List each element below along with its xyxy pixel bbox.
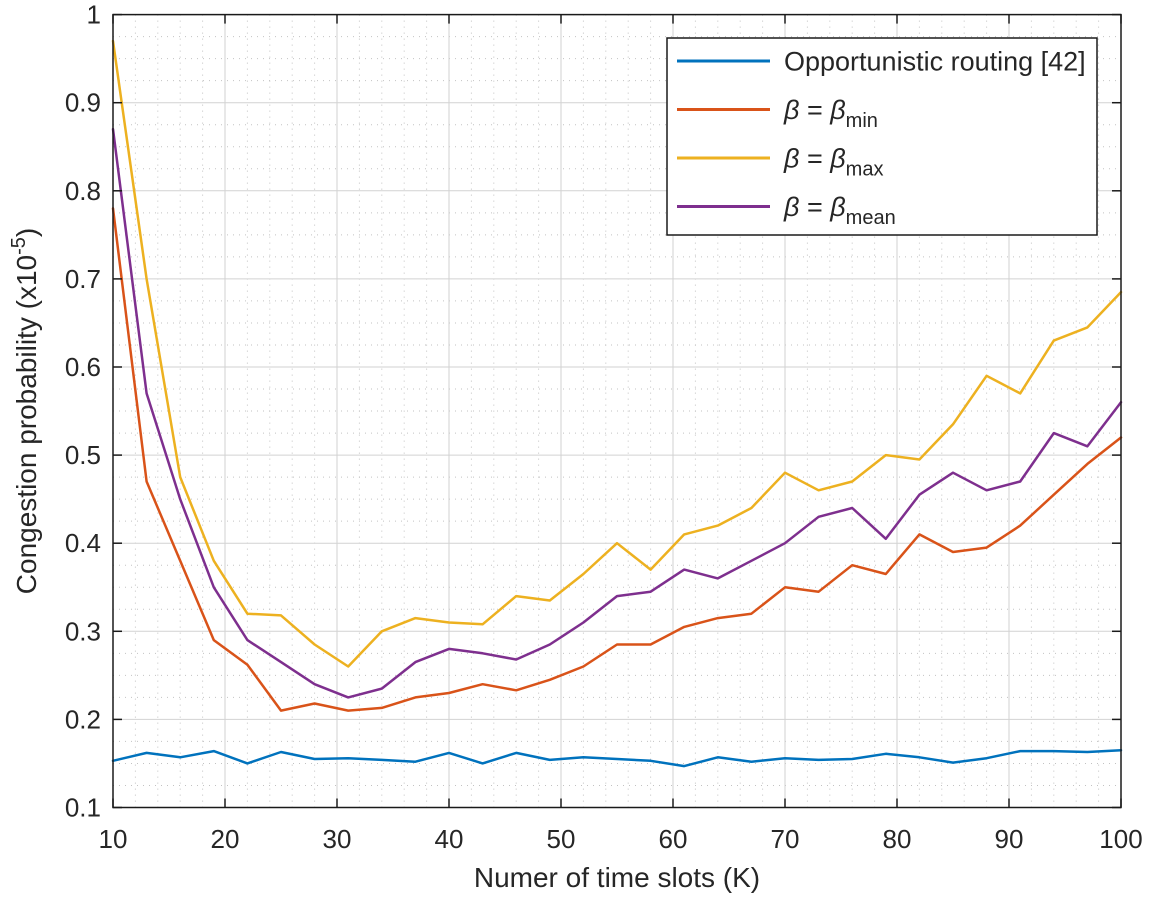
- x-tick-label: 30: [323, 824, 352, 854]
- legend-label-opportunistic-routing-42: Opportunistic routing [42]: [784, 47, 1086, 77]
- x-tick-label: 90: [995, 824, 1024, 854]
- y-tick-label: 0.1: [65, 793, 101, 823]
- series-line-min: [111, 207, 1123, 712]
- y-tick-label: 0.9: [65, 88, 101, 118]
- y-tick-label: 0.5: [65, 440, 101, 470]
- y-tick-label: 0.2: [65, 704, 101, 734]
- x-tick-label: 80: [883, 824, 912, 854]
- legend-label-max: β = βmax: [783, 144, 883, 181]
- x-tick-label: 10: [99, 824, 128, 854]
- y-axis-label-text: Congestion probability (x10-5): [8, 228, 42, 594]
- x-axis-label: Numer of time slots (K): [474, 862, 760, 893]
- y-tick-label: 0.7: [65, 264, 101, 294]
- x-tick-label: 20: [211, 824, 240, 854]
- plot-border: [112, 13, 1122, 809]
- y-tick-label: 0.8: [65, 176, 101, 206]
- x-tick-label: 100: [1099, 824, 1142, 854]
- series-line-max: [111, 39, 1123, 668]
- legend-label-mean: β = βmean: [783, 192, 896, 229]
- y-tick-label: 0.3: [65, 616, 101, 646]
- y-tick-label: 1: [87, 0, 101, 30]
- tick-labels: 10 20 30 40 50 60 70 80 90 100 0.1 0.2 0.3 0.4 0.5 0.6 0…: [65, 0, 1143, 854]
- y-tick-label: 0.4: [65, 528, 101, 558]
- x-tick-label: 50: [547, 824, 576, 854]
- series-line-opportunistic-routing-42: [111, 748, 1123, 768]
- data-series: [111, 39, 1123, 768]
- series-line-mean: [111, 127, 1123, 699]
- legend-box: [666, 37, 1098, 236]
- legend: Opportunistic routing [42] β = βmin β = βm…: [666, 37, 1098, 236]
- x-tick-label: 60: [659, 824, 688, 854]
- x-tick-label: 40: [435, 824, 464, 854]
- axes-box: [112, 13, 1122, 809]
- x-tick-label: 70: [771, 824, 800, 854]
- y-axis-label: Congestion probability (x10-5): [8, 228, 42, 594]
- legend-label-min: β = βmin: [783, 95, 878, 132]
- y-tick-label: 0.6: [65, 352, 101, 382]
